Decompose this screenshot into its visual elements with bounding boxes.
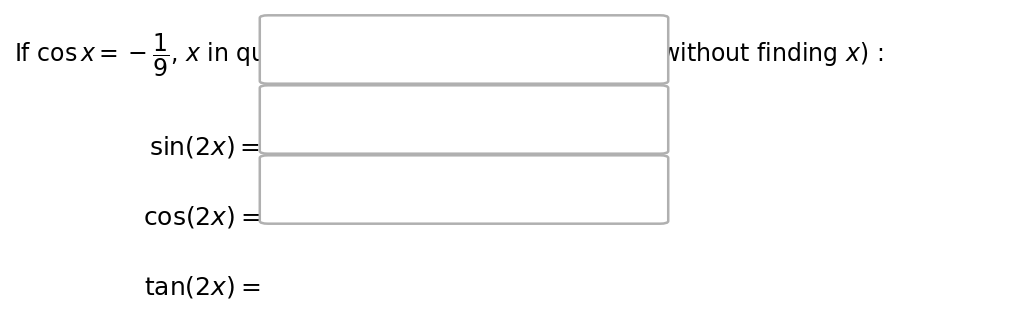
Text: $\sin(2x) =$: $\sin(2x) =$	[149, 134, 260, 160]
Text: $\cos(2x) =$: $\cos(2x) =$	[143, 204, 260, 230]
Text: If $\cos x = -\dfrac{1}{9}$, $x$ in quadrant II, then find exact values (without: If $\cos x = -\dfrac{1}{9}$, $x$ in quad…	[14, 31, 883, 79]
Text: $\tan(2x) =$: $\tan(2x) =$	[144, 274, 260, 300]
